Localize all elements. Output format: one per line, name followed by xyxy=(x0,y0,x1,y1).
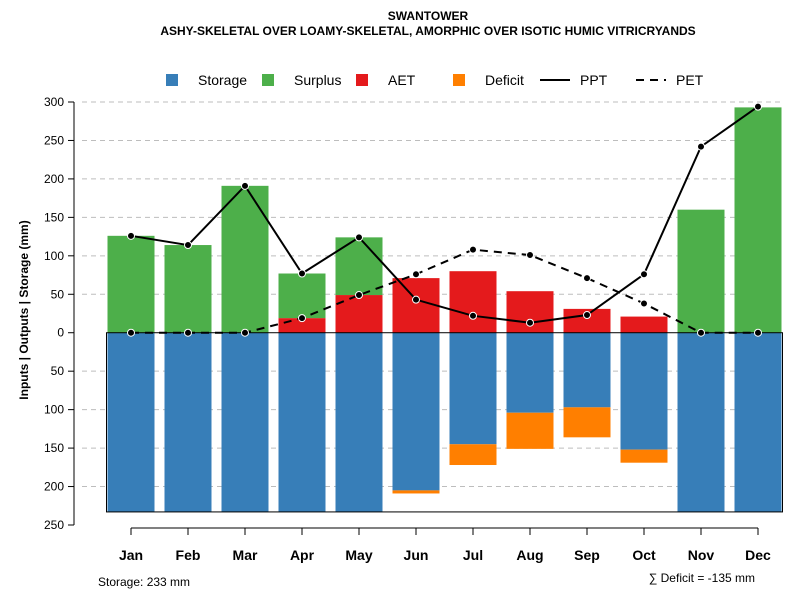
bar-aet-jul xyxy=(449,271,497,333)
line-ppt xyxy=(130,105,759,324)
point-pet-jul xyxy=(469,245,477,254)
y-tick-label--100: 100 xyxy=(44,403,64,417)
y-axis-label: Inputs | Outputs | Storage (mm) xyxy=(17,220,31,399)
chart-subtitle: ASHY-SKELETAL OVER LOAMY-SKELETAL, AMORP… xyxy=(160,24,695,38)
bar-deficit-oct xyxy=(620,449,668,463)
line-pet xyxy=(131,248,758,334)
y-tick-label-200: 200 xyxy=(44,172,64,186)
x-tick-label-sep: Sep xyxy=(574,547,600,563)
point-ppt-nov xyxy=(697,142,705,151)
y-tick-label--150: 150 xyxy=(44,441,64,455)
point-ppt-apr xyxy=(298,269,306,278)
bar-storage-may xyxy=(335,332,383,512)
point-ppt-dec xyxy=(754,102,762,111)
point-ppt-feb xyxy=(184,241,192,250)
bar-aet-oct xyxy=(620,316,668,333)
point-ppt-may xyxy=(355,233,363,242)
x-tick-label-jun: Jun xyxy=(404,547,429,563)
y-tick-label-150: 150 xyxy=(44,210,64,224)
point-pet-apr xyxy=(298,314,306,323)
bar-storage-feb xyxy=(164,332,212,512)
x-tick-label-may: May xyxy=(345,547,372,563)
bar-deficit-jun xyxy=(392,490,440,494)
y-tick-label-100: 100 xyxy=(44,249,64,263)
legend-label-aet: AET xyxy=(388,72,416,88)
y-tick-label-50: 50 xyxy=(51,287,65,301)
point-ppt-jul xyxy=(469,311,477,320)
bar-surplus-feb xyxy=(164,245,212,333)
x-tick-label-jan: Jan xyxy=(119,547,143,563)
x-tick-label-aug: Aug xyxy=(516,547,543,563)
point-ppt-jan xyxy=(127,231,135,240)
legend-swatch-deficit xyxy=(453,74,465,86)
point-pet-feb xyxy=(184,328,192,337)
point-pet-mar xyxy=(241,328,249,337)
x-tick-label-jul: Jul xyxy=(463,547,483,563)
y-tick-label--50: 50 xyxy=(51,364,65,378)
legend: Storage Surplus AET Deficit PPT PET xyxy=(166,72,704,88)
point-ppt-mar xyxy=(241,181,249,190)
storage-capacity-box xyxy=(106,332,783,513)
chart-title: SWANTOWER xyxy=(388,9,469,23)
bar-storage-jul xyxy=(449,332,497,445)
bar-aet-jun xyxy=(392,278,440,333)
legend-swatch-surplus xyxy=(262,74,274,86)
bar-deficit-sep xyxy=(563,407,611,438)
bar-storage-dec xyxy=(734,332,782,512)
y-tick-label-300: 300 xyxy=(44,95,64,109)
bar-aet-sep xyxy=(563,308,611,333)
lines xyxy=(127,102,762,337)
point-pet-sep xyxy=(583,274,591,283)
bar-storage-nov xyxy=(677,332,725,512)
point-pet-dec xyxy=(754,328,762,337)
bar-storage-aug xyxy=(506,332,554,413)
bar-deficit-jul xyxy=(449,444,497,466)
bar-surplus-jan xyxy=(107,235,155,333)
bar-storage-jun xyxy=(392,332,440,491)
y-tick-label-250: 250 xyxy=(44,133,64,147)
bar-surplus-nov xyxy=(677,209,725,333)
point-ppt-aug xyxy=(526,318,534,327)
point-ppt-sep xyxy=(583,311,591,320)
y-tick-label--200: 200 xyxy=(44,480,64,494)
deficit-note: ∑ Deficit = -135 mm xyxy=(649,571,755,585)
point-pet-may xyxy=(355,291,363,300)
bar-storage-sep xyxy=(563,332,611,408)
point-pet-aug xyxy=(526,251,534,260)
bar-surplus-dec xyxy=(734,107,782,333)
bars xyxy=(107,107,782,512)
bar-surplus-may xyxy=(335,237,383,296)
x-tick-label-feb: Feb xyxy=(176,547,201,563)
storage-note: Storage: 233 mm xyxy=(98,575,190,589)
point-ppt-oct xyxy=(640,270,648,279)
point-pet-oct xyxy=(640,299,648,308)
legend-swatch-aet xyxy=(356,74,368,86)
x-tick-label-apr: Apr xyxy=(290,547,315,563)
x-tick-label-oct: Oct xyxy=(632,547,656,563)
x-tick-label-dec: Dec xyxy=(745,547,771,563)
legend-label-pet: PET xyxy=(676,72,704,88)
bar-storage-apr xyxy=(278,332,326,512)
bar-storage-jan xyxy=(107,332,155,512)
legend-label-surplus: Surplus xyxy=(294,72,341,88)
point-pet-jun xyxy=(412,270,420,279)
legend-label-storage: Storage xyxy=(198,72,247,88)
legend-label-deficit: Deficit xyxy=(485,72,524,88)
bar-deficit-aug xyxy=(506,412,554,449)
point-pet-nov xyxy=(697,328,705,337)
y-tick-label--250: 250 xyxy=(44,518,64,532)
x-tick-label-nov: Nov xyxy=(688,547,715,563)
y-tick-label-0: 0 xyxy=(57,326,64,340)
legend-swatch-storage xyxy=(166,74,178,86)
bar-storage-mar xyxy=(221,332,269,512)
point-pet-jan xyxy=(127,328,135,337)
bar-storage-oct xyxy=(620,332,668,450)
axes: 300 250 200 150 100 50 0 50 100 150 200 250 Jan Feb Ma… xyxy=(44,95,783,563)
bar-surplus-mar xyxy=(221,185,269,333)
legend-label-ppt: PPT xyxy=(580,72,608,88)
point-ppt-jun xyxy=(412,295,420,304)
x-tick-label-mar: Mar xyxy=(233,547,258,563)
bar-surplus-apr xyxy=(278,273,326,319)
